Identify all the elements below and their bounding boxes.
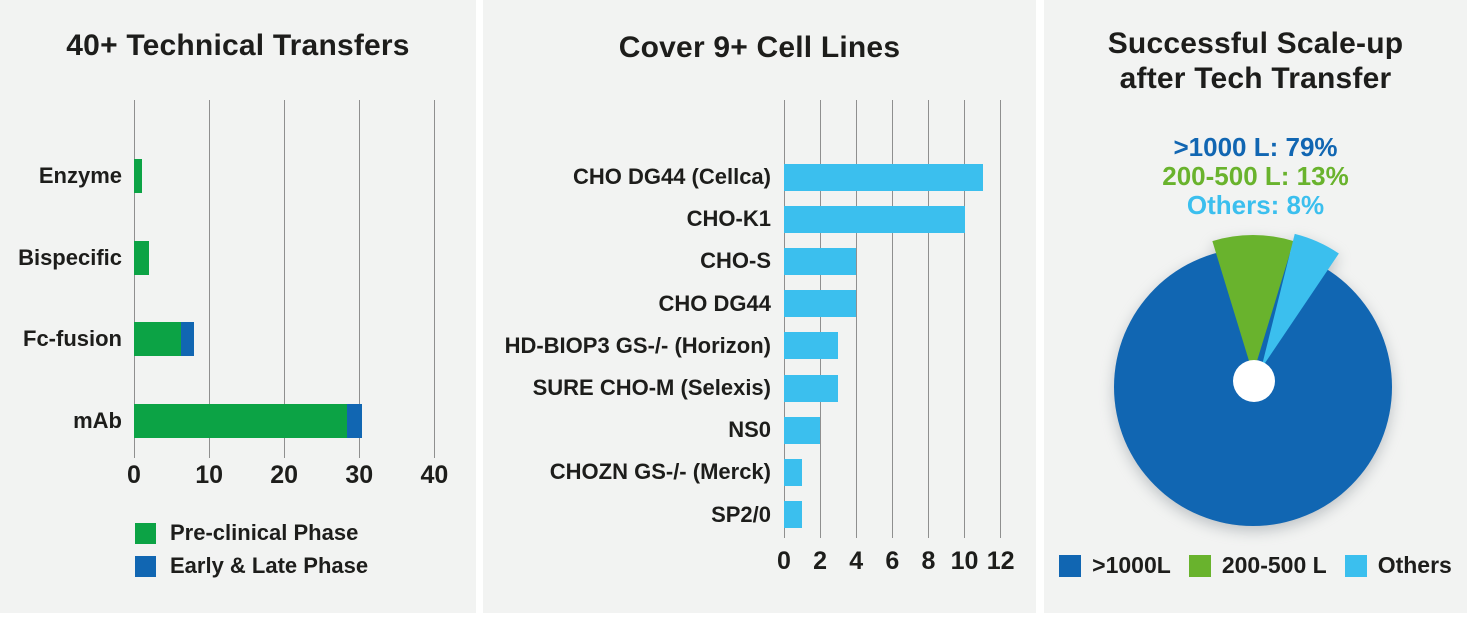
gridline (964, 100, 965, 538)
chart3-title-line2: after Tech Transfer (1119, 62, 1392, 95)
gridline (927, 100, 929, 538)
bar-segment (784, 332, 839, 360)
bar-segment (784, 163, 983, 191)
gridline (133, 100, 135, 458)
legend-item-over-1000L: >1000L (1059, 552, 1171, 579)
x-tick-label: 2 (813, 547, 828, 575)
gridline (855, 100, 857, 538)
x-tick-label: 40 (420, 461, 449, 489)
x-tick-label: 10 (950, 547, 979, 575)
category-label: CHO-S (700, 248, 771, 274)
category-label: CHOZN GS-/- (Merck) (549, 459, 771, 485)
bar-segment (181, 322, 195, 357)
x-tick-label: 4 (849, 547, 864, 575)
bar-segment (784, 458, 803, 486)
gridline (819, 100, 821, 538)
gridline (358, 100, 360, 458)
legend-item-others: Others (1344, 552, 1452, 579)
x-tick-label: 6 (885, 547, 900, 575)
legend-label: >1000L (1092, 552, 1171, 578)
bar-segment (784, 247, 857, 275)
category-label: Bispecific (18, 244, 122, 270)
bar-segment (784, 290, 857, 318)
bar-segment (784, 416, 821, 444)
category-label: Fc-fusion (23, 326, 122, 352)
panel-cell-lines: Cover 9+ Cell Lines 0 2 4 6 8 10 12 CHO DG44 (C… (483, 0, 1036, 613)
category-label: CHO DG44 (Cellca) (572, 164, 771, 189)
bar-segment (347, 404, 363, 439)
chart2-title: Cover 9+ Cell Lines (618, 31, 901, 64)
legend-swatch-blue (135, 555, 156, 577)
category-label: mAb (73, 408, 122, 434)
bar-segment (134, 404, 348, 439)
legend-swatch-cyan (1344, 554, 1367, 577)
gridline (1000, 100, 1002, 538)
gridline (891, 100, 893, 538)
gridline (433, 100, 435, 458)
pie-slice-200-500 L (1212, 235, 1294, 374)
x-tick-label: 8 (921, 547, 936, 575)
bar-segment (134, 159, 142, 193)
legend-item-preclinical: Pre-clinical Phase (135, 520, 358, 546)
pie-slice-Others (1261, 233, 1339, 369)
category-label: Enzyme (38, 163, 122, 188)
legend-label: Pre-clinical Phase (170, 520, 359, 545)
category-label: CHO DG44 (658, 290, 771, 316)
chart3-stats: >1000 L: 79% 200-500 L: 13% Others: 8% (1044, 133, 1467, 220)
x-tick-label: 0 (777, 547, 791, 575)
bar-segment (134, 240, 150, 275)
panel-technical-transfers: 40+ Technical Transfers 0 10 20 30 40 Enzyme B… (0, 0, 476, 613)
chart1-plot: 0 10 20 30 40 Enzyme Bispecific Fc-fusion mAb (0, 0, 476, 613)
bar-segment (784, 501, 803, 529)
stat-others: Others: 8% (1186, 190, 1325, 220)
legend-swatch-green (135, 522, 156, 544)
gridline (283, 100, 285, 458)
pie-donut-hole (1233, 360, 1275, 402)
chart3-title-line1: Successful Scale-up (1107, 27, 1404, 60)
x-tick-label: 12 (986, 547, 1015, 575)
x-tick-label: 10 (195, 461, 223, 489)
legend-label: Others (1377, 552, 1452, 578)
gridline (783, 100, 785, 538)
x-tick-label: 0 (127, 461, 141, 489)
chart1-title: 40+ Technical Transfers (66, 29, 410, 62)
legend-item-200-500L: 200-500 L (1188, 552, 1327, 579)
legend-swatch-green (1188, 554, 1211, 577)
x-tick-label: 30 (345, 461, 374, 489)
legend-label: 200-500 L (1221, 552, 1327, 578)
stat-over-1000L: >1000 L: 79% (1173, 132, 1338, 162)
chart3-title: Successful Scale-up after Tech Transfer (1044, 26, 1467, 96)
legend-item-early-late: Early & Late Phase (135, 553, 368, 579)
category-label: CHO-K1 (686, 206, 771, 232)
stat-200-500L: 200-500 L: 13% (1162, 161, 1349, 191)
pie-svg (1114, 233, 1392, 526)
category-label: SURE CHO-M (Selexis) (532, 375, 771, 400)
category-label: SP2/0 (711, 501, 771, 527)
legend-label: Early & Late Phase (170, 553, 369, 578)
legend-swatch-blue (1059, 554, 1082, 577)
bar-segment (134, 322, 182, 357)
category-label: HD-BIOP3 GS-/- (Horizon) (504, 332, 771, 358)
pie-chart (1044, 0, 1467, 613)
chart3-legend: >1000L 200-500 L Others (1044, 552, 1467, 579)
panel-scale-up: Successful Scale-up after Tech Transfer … (1044, 0, 1467, 613)
bar-segment (784, 374, 839, 402)
category-label: NS0 (728, 417, 771, 443)
bar-segment (784, 205, 965, 233)
x-tick-label: 20 (270, 461, 299, 489)
gridline (208, 100, 210, 458)
chart2-plot: 0 2 4 6 8 10 12 CHO DG44 (Cellca) CHO-K1 CHO-S CHO… (483, 0, 1036, 613)
